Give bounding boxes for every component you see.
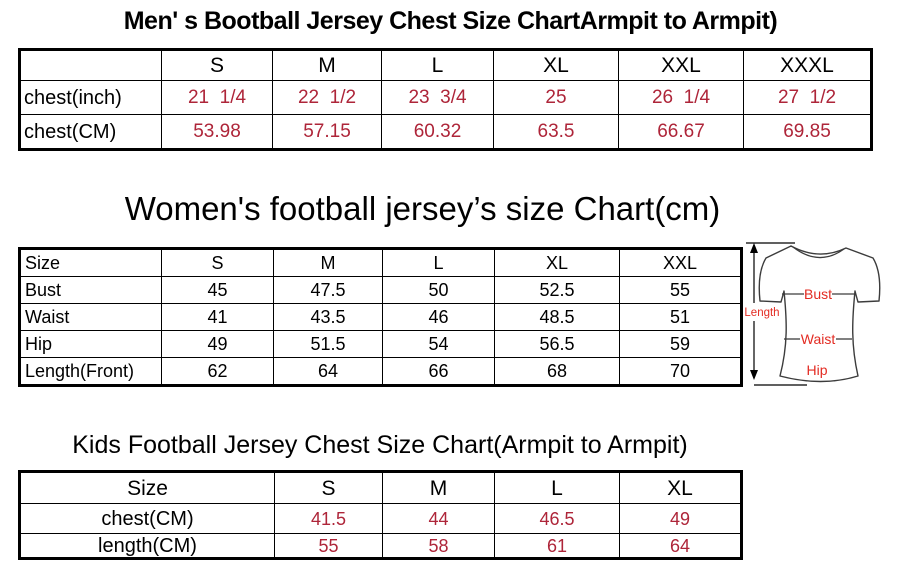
value-cell: 54 [382, 330, 495, 358]
value-cell: 70 [619, 357, 742, 386]
tshirt-measurement-diagram: Bust Waist Hip Length [743, 242, 881, 386]
value-cell: 51 [619, 303, 742, 331]
row-label: chest(CM) [19, 503, 275, 534]
header-row: Size S M L XL XXL [19, 248, 742, 277]
column-header: M [272, 49, 382, 81]
value-cell: 69.85 [743, 114, 872, 150]
table-row: Bust 45 47.5 50 52.5 55 [19, 276, 742, 304]
column-header: XL [494, 248, 620, 277]
value-cell: 25 [493, 80, 619, 115]
value-cell: 41.5 [274, 503, 383, 534]
value-cell: 66.67 [618, 114, 744, 150]
bust-label: Bust [804, 286, 832, 302]
column-header: L [381, 49, 494, 81]
row-label: Bust [19, 276, 162, 304]
value-cell: 62 [161, 357, 274, 386]
value-cell: 58 [382, 533, 495, 559]
column-header: S [161, 248, 274, 277]
column-header: XXL [618, 49, 744, 81]
value-cell: 52.5 [494, 276, 620, 304]
value-cell: 68 [494, 357, 620, 386]
value-cell: 21 1/4 [161, 80, 273, 115]
length-label-backing [743, 304, 781, 320]
value-cell: 44 [382, 503, 495, 534]
row-label: Hip [19, 330, 162, 358]
value-cell: 51.5 [273, 330, 383, 358]
value-cell: 64 [273, 357, 383, 386]
column-header: M [273, 248, 383, 277]
column-header: XXL [619, 248, 742, 277]
kids-chart-title: Kids Football Jersey Chest Size Chart(Ar… [72, 431, 688, 459]
row-label: Waist [19, 303, 162, 331]
value-cell: 26 1/4 [618, 80, 744, 115]
women-size-table: Size S M L XL XXL Bust 45 47.5 50 52.5 55 Waist 41 43.… [18, 247, 743, 387]
table-row: chest(CM) 53.98 57.15 60.32 63.5 66.67 69.85 [19, 114, 872, 150]
value-cell: 66 [382, 357, 495, 386]
men-size-table: S M L XL XXL XXXL chest(inch) 21 1/4 22 1/2 23 3/… [18, 48, 873, 151]
column-header: XXXL [743, 49, 872, 81]
header-row: S M L XL XXL XXXL [19, 49, 872, 81]
value-cell: 41 [161, 303, 274, 331]
row-label: chest(CM) [19, 114, 162, 150]
value-cell: 47.5 [273, 276, 383, 304]
row-label: length(CM) [19, 533, 275, 559]
value-cell: 55 [274, 533, 383, 559]
value-cell: 63.5 [493, 114, 619, 150]
value-cell: 60.32 [381, 114, 494, 150]
value-cell: 43.5 [273, 303, 383, 331]
column-header: S [161, 49, 273, 81]
column-header: Size [19, 471, 275, 504]
tshirt-outline [758, 245, 881, 383]
value-cell: 57.15 [272, 114, 382, 150]
column-header: M [382, 471, 495, 504]
value-cell: 49 [619, 503, 742, 534]
column-header: XL [619, 471, 742, 504]
value-cell: 50 [382, 276, 495, 304]
kids-size-table: Size S M L XL chest(CM) 41.5 44 46.5 49 length(CM)… [18, 470, 743, 560]
column-header: L [382, 248, 495, 277]
header-row: Size S M L XL [19, 471, 742, 504]
value-cell: 53.98 [161, 114, 273, 150]
row-label: chest(inch) [19, 80, 162, 115]
hip-label: Hip [806, 362, 827, 378]
arrowhead-up-icon [750, 243, 758, 253]
value-cell: 59 [619, 330, 742, 358]
column-header [19, 49, 162, 81]
value-cell: 56.5 [494, 330, 620, 358]
value-cell: 64 [619, 533, 742, 559]
women-chart-title: Women's football jersey’s size Chart(cm) [124, 190, 721, 227]
column-header: S [274, 471, 383, 504]
column-header: L [494, 471, 620, 504]
value-cell: 27 1/2 [743, 80, 872, 115]
column-header: XL [493, 49, 619, 81]
value-cell: 46 [382, 303, 495, 331]
value-cell: 23 3/4 [381, 80, 494, 115]
table-row: Hip 49 51.5 54 56.5 59 [19, 330, 742, 358]
value-cell: 22 1/2 [272, 80, 382, 115]
waist-label: Waist [801, 331, 836, 347]
arrowhead-down-icon [750, 370, 758, 380]
value-cell: 55 [619, 276, 742, 304]
table-row: chest(inch) 21 1/4 22 1/2 23 3/4 25 26 1/4 27 … [19, 80, 872, 115]
value-cell: 46.5 [494, 503, 620, 534]
table-row: length(CM) 55 58 61 64 [19, 533, 742, 559]
row-label: Length(Front) [19, 357, 162, 386]
table-row: Waist 41 43.5 46 48.5 51 [19, 303, 742, 331]
value-cell: 45 [161, 276, 274, 304]
value-cell: 49 [161, 330, 274, 358]
value-cell: 61 [494, 533, 620, 559]
length-label: Length [744, 307, 779, 319]
collar-inner-line [792, 246, 845, 259]
men-chart-title: Men' s Bootball Jersey Chest Size ChartA… [123, 7, 778, 35]
table-row: Length(Front) 62 64 66 68 70 [19, 357, 742, 386]
table-row: chest(CM) 41.5 44 46.5 49 [19, 503, 742, 534]
value-cell: 48.5 [494, 303, 620, 331]
column-header: Size [19, 248, 162, 277]
